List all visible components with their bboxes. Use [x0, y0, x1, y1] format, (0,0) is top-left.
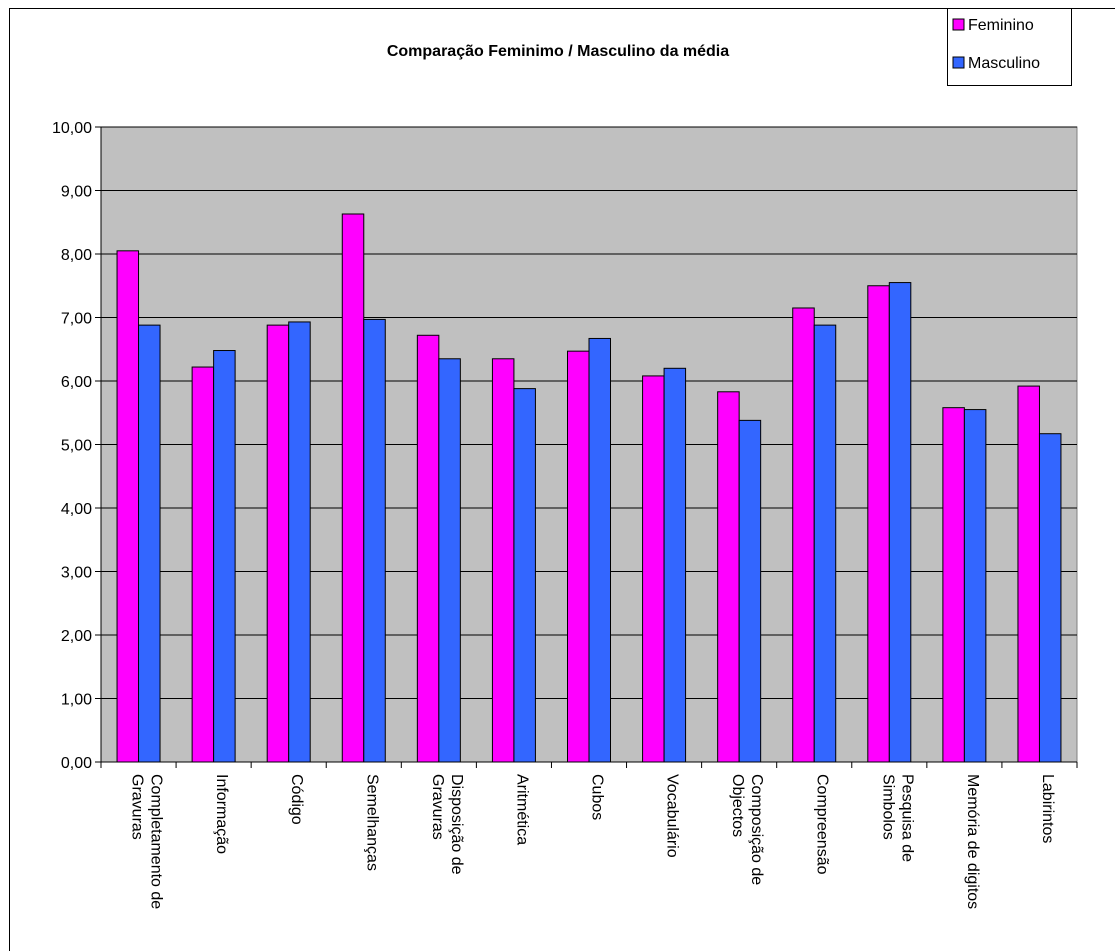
bar — [588, 337, 611, 763]
bar — [416, 334, 440, 763]
bar — [288, 321, 311, 763]
x-tick-label: Código — [288, 774, 306, 825]
x-tick-label: Aritmética — [513, 774, 531, 846]
bar — [663, 367, 687, 763]
x-tick-label: Informação — [213, 774, 231, 855]
y-tick-label: 9,00 — [61, 184, 92, 201]
x-tick-label: Completamento de Gravuras — [128, 774, 165, 910]
x-tick-label: Memória de digitos — [963, 774, 981, 910]
bar — [213, 350, 236, 763]
x-tick-label: Vocabulário — [663, 774, 681, 858]
bar — [963, 409, 987, 763]
x-tick-label: Disposição de Gravuras — [428, 774, 465, 875]
bar — [867, 285, 890, 763]
chart-title: Comparação Feminimo / Masculino da média — [387, 43, 729, 60]
bar — [642, 375, 665, 763]
y-tick-label: 8,00 — [61, 247, 92, 264]
bar — [813, 324, 837, 763]
y-tick-label: 6,00 — [61, 374, 92, 391]
legend-swatch — [952, 18, 965, 31]
y-tick-label: 0,00 — [61, 755, 92, 772]
bar — [888, 282, 912, 763]
chart-border — [9, 8, 1115, 951]
x-tick-label: Pesquisa de Simbolos — [879, 774, 916, 863]
legend-label: Masculino — [968, 55, 1040, 72]
y-tick-label: 3,00 — [61, 565, 92, 582]
x-tick-label: Compreensão — [813, 774, 831, 875]
legend-box — [947, 8, 1072, 86]
y-tick-label: 4,00 — [61, 501, 92, 518]
y-tick-label: 7,00 — [61, 311, 92, 328]
bar — [513, 388, 536, 763]
legend-label: Feminino — [968, 17, 1034, 34]
bar — [266, 324, 290, 763]
x-tick-label: Cubos — [588, 774, 606, 821]
bar — [138, 324, 161, 763]
bar — [738, 419, 762, 763]
bar — [491, 358, 515, 763]
x-tick-label: Semelhanças — [363, 774, 381, 871]
x-tick-label: Labirintos — [1038, 774, 1056, 844]
bar — [191, 366, 215, 763]
y-tick-label: 10,00 — [52, 120, 92, 137]
legend-swatch — [952, 56, 965, 69]
y-tick-label: 5,00 — [61, 438, 92, 455]
bar — [1038, 433, 1062, 763]
bar — [567, 350, 590, 763]
bar — [116, 250, 140, 763]
bar — [792, 307, 815, 763]
bar — [363, 318, 386, 763]
x-tick-label: Composição de Objectos — [729, 774, 766, 886]
bar — [1017, 385, 1040, 763]
y-tick-label: 2,00 — [61, 628, 92, 645]
bar — [942, 407, 965, 763]
y-tick-label: 1,00 — [61, 692, 92, 709]
bar — [717, 391, 740, 763]
bar — [341, 213, 365, 763]
bar — [438, 358, 461, 763]
